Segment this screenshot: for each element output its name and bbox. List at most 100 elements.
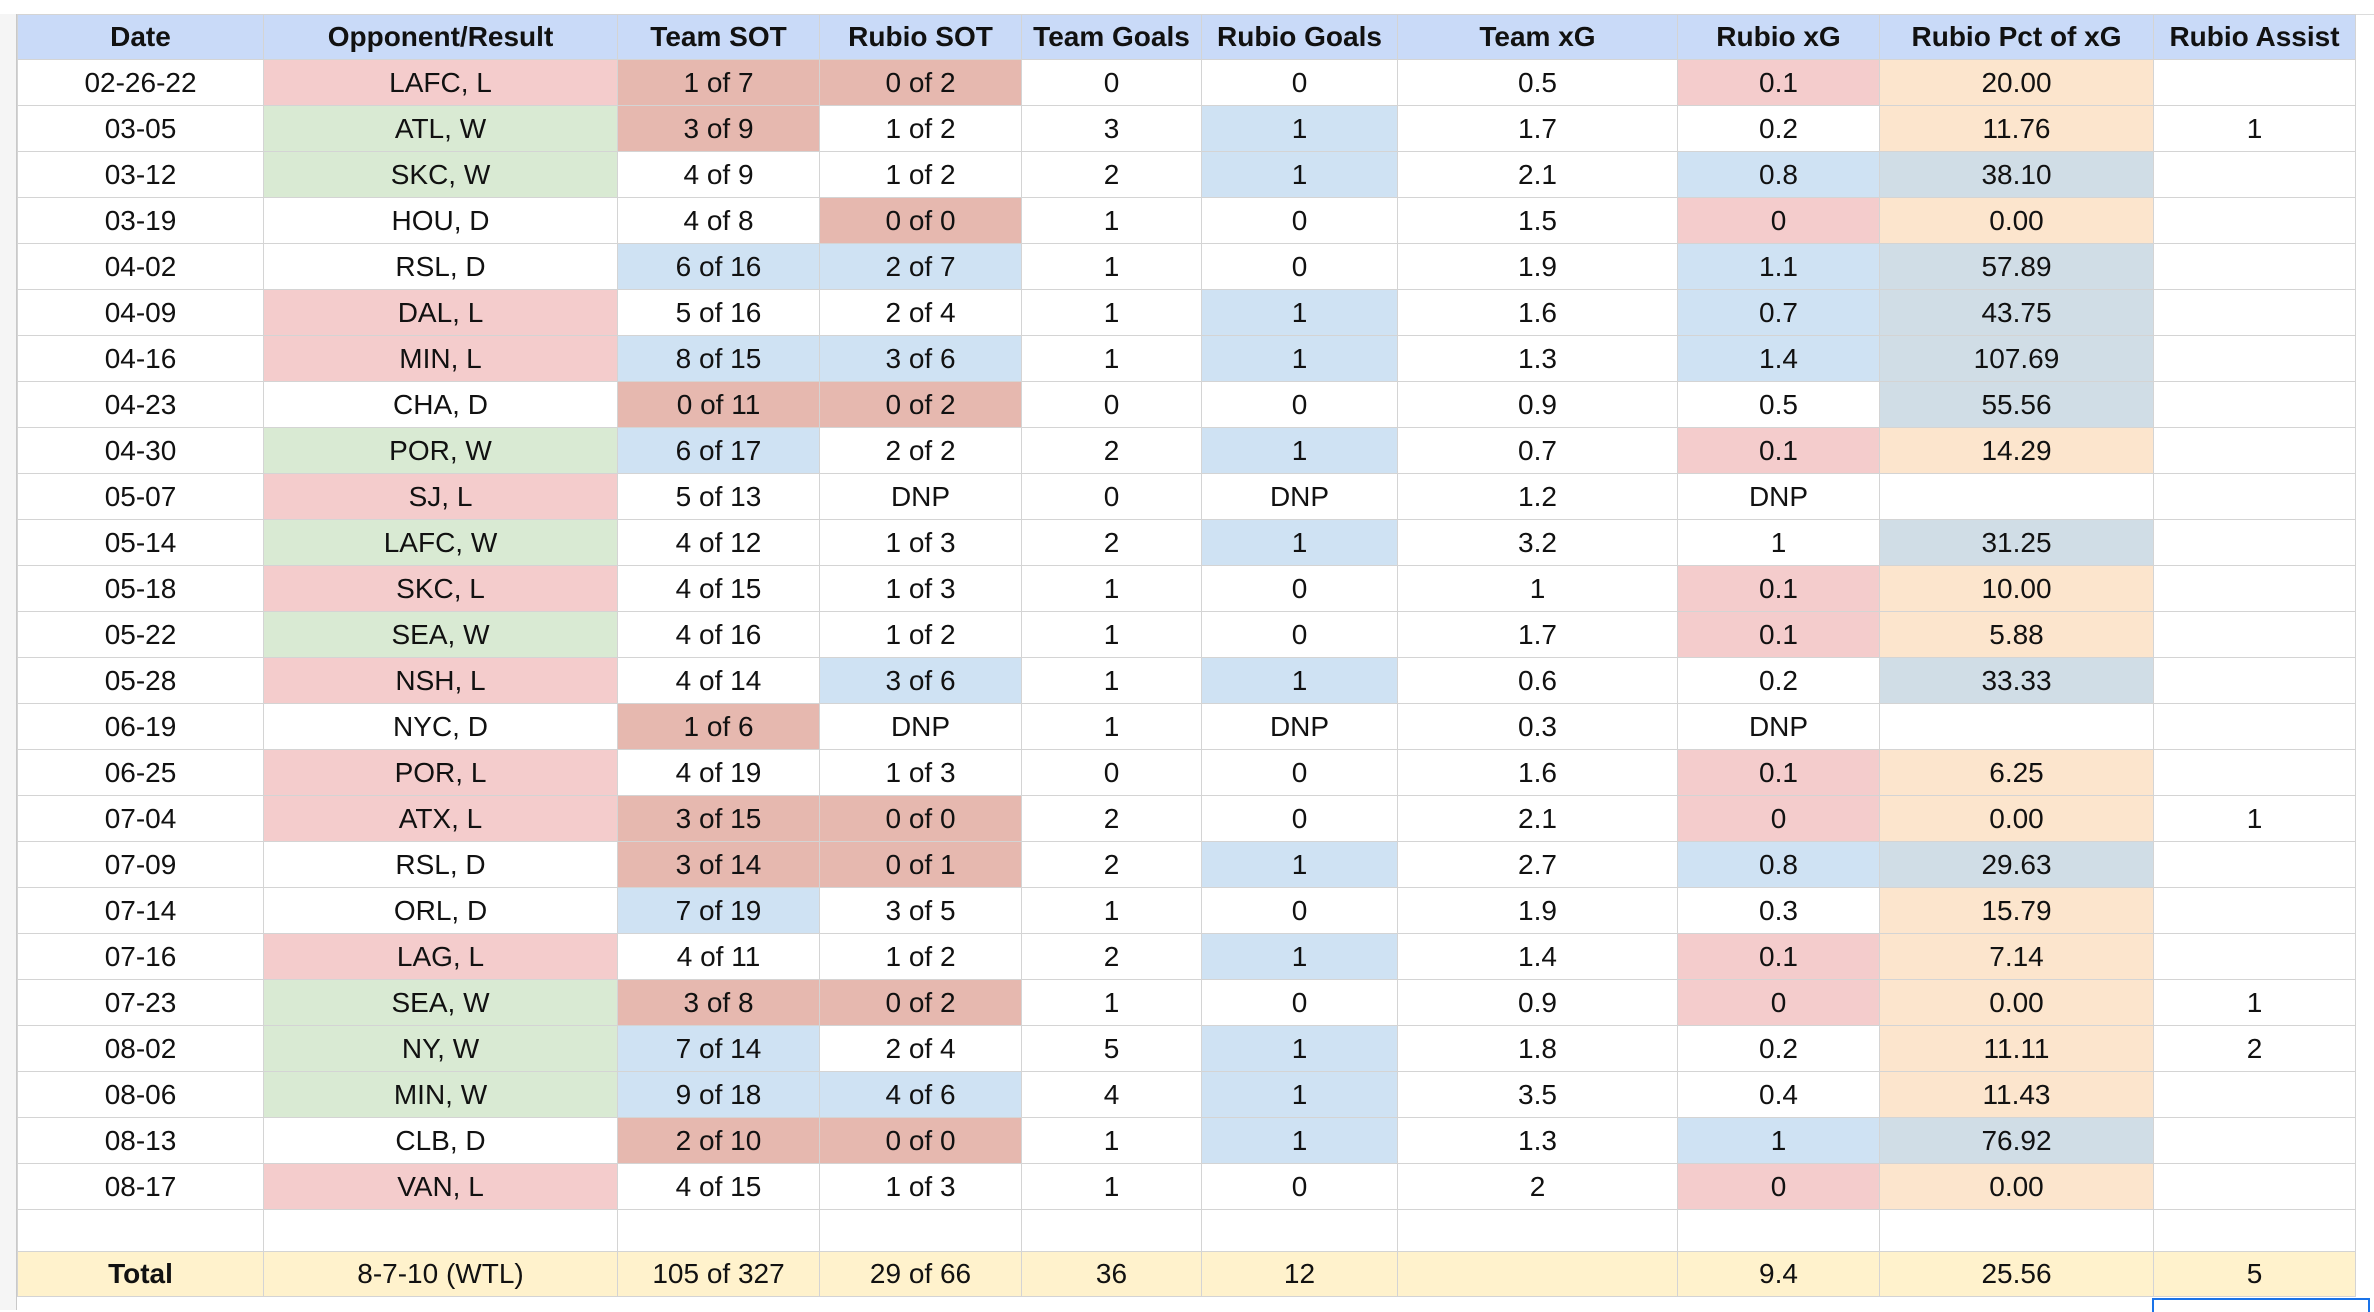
total-cell-rubio-goals[interactable]: 12 xyxy=(1201,1251,1398,1297)
table-cell[interactable] xyxy=(2153,841,2356,888)
table-cell[interactable] xyxy=(2153,243,2356,290)
table-cell[interactable]: 0 of 0 xyxy=(819,197,1022,244)
table-cell[interactable]: 1.7 xyxy=(1397,611,1678,658)
table-cell[interactable]: 0 xyxy=(1021,473,1202,520)
table-cell[interactable]: LAG, L xyxy=(263,933,618,980)
table-cell[interactable]: 0 xyxy=(1201,59,1398,106)
table-cell[interactable]: 1 xyxy=(1021,657,1202,704)
table-cell[interactable]: 1 xyxy=(1201,151,1398,198)
table-cell[interactable] xyxy=(1397,1209,1678,1252)
table-cell[interactable]: 3.5 xyxy=(1397,1071,1678,1118)
table-cell[interactable]: 7 of 19 xyxy=(617,887,820,934)
table-cell[interactable]: 0 xyxy=(1201,1163,1398,1210)
header-cell-team-goals[interactable]: Team Goals xyxy=(1021,14,1202,60)
table-cell[interactable]: 0.1 xyxy=(1677,427,1880,474)
table-cell[interactable]: 0 xyxy=(1201,197,1398,244)
table-cell[interactable]: 04-09 xyxy=(17,289,264,336)
table-cell[interactable] xyxy=(2153,59,2356,106)
table-cell[interactable]: 04-30 xyxy=(17,427,264,474)
table-cell[interactable]: 0.4 xyxy=(1677,1071,1880,1118)
table-cell[interactable]: 04-23 xyxy=(17,381,264,428)
table-cell[interactable]: DNP xyxy=(1201,703,1398,750)
table-cell[interactable]: 2 of 4 xyxy=(819,289,1022,336)
table-cell[interactable]: 14.29 xyxy=(1879,427,2154,474)
header-cell-rubio-sot[interactable]: Rubio SOT xyxy=(819,14,1022,60)
table-cell[interactable]: 0 xyxy=(1201,611,1398,658)
table-cell[interactable] xyxy=(2153,565,2356,612)
table-cell[interactable]: 05-18 xyxy=(17,565,264,612)
table-cell[interactable]: 1 xyxy=(1201,105,1398,152)
table-cell[interactable]: 1 of 2 xyxy=(819,105,1022,152)
table-cell[interactable]: 07-23 xyxy=(17,979,264,1026)
table-cell[interactable]: 0 xyxy=(1201,887,1398,934)
table-cell[interactable]: 0.1 xyxy=(1677,59,1880,106)
table-cell[interactable]: 0 xyxy=(1201,381,1398,428)
table-cell[interactable]: 31.25 xyxy=(1879,519,2154,566)
table-cell[interactable] xyxy=(2153,151,2356,198)
table-cell[interactable]: SKC, W xyxy=(263,151,618,198)
table-cell[interactable]: 1.4 xyxy=(1677,335,1880,382)
table-cell[interactable]: 0.8 xyxy=(1677,151,1880,198)
table-cell[interactable]: 4 of 9 xyxy=(617,151,820,198)
table-cell[interactable]: 0 xyxy=(1021,381,1202,428)
table-cell[interactable] xyxy=(2153,611,2356,658)
table-cell[interactable]: 1.5 xyxy=(1397,197,1678,244)
table-cell[interactable]: CHA, D xyxy=(263,381,618,428)
table-cell[interactable]: 0 of 11 xyxy=(617,381,820,428)
table-cell[interactable]: 1 of 6 xyxy=(617,703,820,750)
table-cell[interactable]: 1 xyxy=(1021,289,1202,336)
table-cell[interactable] xyxy=(2153,703,2356,750)
table-cell[interactable]: 0.3 xyxy=(1677,887,1880,934)
total-cell-rubio-xg[interactable]: 9.4 xyxy=(1677,1251,1880,1297)
header-cell-rubio-assist[interactable]: Rubio Assist xyxy=(2153,14,2356,60)
table-cell[interactable]: 2 of 2 xyxy=(819,427,1022,474)
table-cell[interactable]: 0.1 xyxy=(1677,933,1880,980)
table-cell[interactable]: 6 of 16 xyxy=(617,243,820,290)
table-cell[interactable]: 4 of 12 xyxy=(617,519,820,566)
table-cell[interactable] xyxy=(1021,1209,1202,1252)
header-cell-rubio-goals[interactable]: Rubio Goals xyxy=(1201,14,1398,60)
table-cell[interactable]: NSH, L xyxy=(263,657,618,704)
table-cell[interactable]: 76.92 xyxy=(1879,1117,2154,1164)
table-cell[interactable] xyxy=(1879,1209,2154,1252)
table-cell[interactable]: 1.9 xyxy=(1397,243,1678,290)
table-cell[interactable]: 3 of 6 xyxy=(819,335,1022,382)
table-cell[interactable]: SJ, L xyxy=(263,473,618,520)
table-cell[interactable]: MIN, W xyxy=(263,1071,618,1118)
table-cell[interactable]: 1 xyxy=(1021,335,1202,382)
table-cell[interactable] xyxy=(2153,335,2356,382)
table-cell[interactable]: 04-02 xyxy=(17,243,264,290)
table-cell[interactable]: 05-14 xyxy=(17,519,264,566)
table-cell[interactable]: 08-02 xyxy=(17,1025,264,1072)
table-cell[interactable]: 1 xyxy=(1021,887,1202,934)
table-cell[interactable] xyxy=(2153,197,2356,244)
table-cell[interactable] xyxy=(2153,519,2356,566)
table-cell[interactable]: 3 of 14 xyxy=(617,841,820,888)
table-cell[interactable]: 0 xyxy=(1201,979,1398,1026)
table-cell[interactable]: 05-22 xyxy=(17,611,264,658)
table-cell[interactable]: 06-19 xyxy=(17,703,264,750)
table-cell[interactable] xyxy=(2153,427,2356,474)
table-cell[interactable]: 4 of 15 xyxy=(617,1163,820,1210)
table-cell[interactable]: 1.6 xyxy=(1397,749,1678,796)
total-cell-team-goals[interactable]: 36 xyxy=(1021,1251,1202,1297)
table-cell[interactable]: 0 of 2 xyxy=(819,59,1022,106)
table-cell[interactable] xyxy=(2153,887,2356,934)
table-cell[interactable]: 06-25 xyxy=(17,749,264,796)
table-cell[interactable]: 11.43 xyxy=(1879,1071,2154,1118)
table-cell[interactable] xyxy=(617,1209,820,1252)
table-cell[interactable]: 0.3 xyxy=(1397,703,1678,750)
table-cell[interactable]: 1 xyxy=(1021,611,1202,658)
table-cell[interactable]: 1.6 xyxy=(1397,289,1678,336)
table-cell[interactable]: ATL, W xyxy=(263,105,618,152)
header-cell-opponent-result[interactable]: Opponent/Result xyxy=(263,14,618,60)
table-cell[interactable]: 03-12 xyxy=(17,151,264,198)
table-cell[interactable]: DNP xyxy=(1677,703,1880,750)
table-cell[interactable]: 1 xyxy=(1201,289,1398,336)
table-cell[interactable]: 0.00 xyxy=(1879,795,2154,842)
table-cell[interactable]: 03-05 xyxy=(17,105,264,152)
table-cell[interactable]: 0 xyxy=(1021,59,1202,106)
table-cell[interactable]: 3 of 6 xyxy=(819,657,1022,704)
table-cell[interactable]: 2 of 10 xyxy=(617,1117,820,1164)
total-cell-team-sot[interactable]: 105 of 327 xyxy=(617,1251,820,1297)
